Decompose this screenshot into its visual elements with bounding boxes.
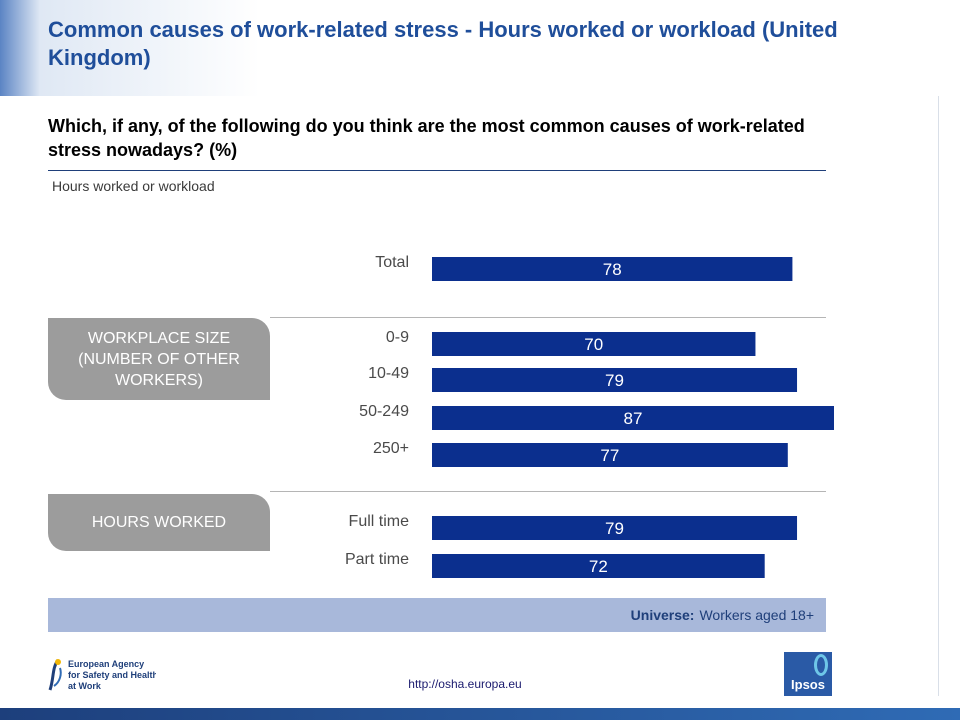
bar bbox=[432, 554, 765, 578]
question-divider bbox=[48, 170, 826, 171]
footer-url-link[interactable]: http://osha.europa.eu bbox=[408, 677, 522, 691]
category-label: Part time bbox=[345, 551, 409, 568]
group-separator bbox=[270, 317, 826, 318]
category-label: 10-49 bbox=[368, 365, 409, 382]
osha-line-2: for Safety and Health bbox=[68, 670, 156, 680]
bar-value-label: 78 bbox=[603, 260, 622, 279]
category-label: 50-249 bbox=[359, 403, 409, 420]
group-label-workplace-size: WORKPLACE SIZE (NUMBER OF OTHER WORKERS) bbox=[48, 318, 270, 400]
bar bbox=[432, 332, 756, 356]
question-text: Which, if any, of the following do you t… bbox=[48, 116, 805, 160]
bottom-band bbox=[0, 708, 960, 720]
osha-line-3: at Work bbox=[68, 681, 102, 691]
category-label: Total bbox=[375, 254, 409, 271]
ipsos-swoosh-icon bbox=[814, 654, 828, 676]
category-label: 250+ bbox=[373, 440, 409, 457]
bar-value-label: 77 bbox=[600, 446, 619, 465]
universe-text: Workers aged 18+ bbox=[699, 607, 814, 623]
universe-note: Universe: Workers aged 18+ bbox=[48, 598, 826, 632]
right-edge-line bbox=[938, 96, 939, 696]
ipsos-logo: Ipsos bbox=[784, 652, 832, 696]
osha-logo: European Agency for Safety and Health at… bbox=[48, 659, 156, 691]
bar-value-label: 79 bbox=[605, 519, 624, 538]
page-title: Common causes of work-related stress - H… bbox=[48, 17, 838, 70]
group-label-hours-worked: HOURS WORKED bbox=[48, 494, 270, 551]
category-label: Full time bbox=[349, 513, 410, 530]
bar-value-label: 79 bbox=[605, 371, 624, 390]
bar bbox=[432, 516, 798, 540]
osha-line-1: European Agency bbox=[68, 659, 144, 669]
category-label: 0-9 bbox=[386, 329, 409, 346]
group-separator bbox=[270, 491, 826, 492]
ipsos-logo-text: Ipsos bbox=[791, 677, 825, 692]
bar-value-label: 72 bbox=[589, 557, 608, 576]
bar bbox=[432, 443, 788, 467]
universe-label: Universe: bbox=[630, 607, 695, 623]
header-band bbox=[0, 0, 960, 96]
bar-value-label: 70 bbox=[584, 335, 603, 354]
bar bbox=[432, 406, 834, 430]
bar bbox=[432, 257, 793, 281]
bar bbox=[432, 368, 798, 392]
chart-subtitle: Hours worked or workload bbox=[52, 178, 215, 194]
bar-value-label: 87 bbox=[624, 409, 643, 428]
